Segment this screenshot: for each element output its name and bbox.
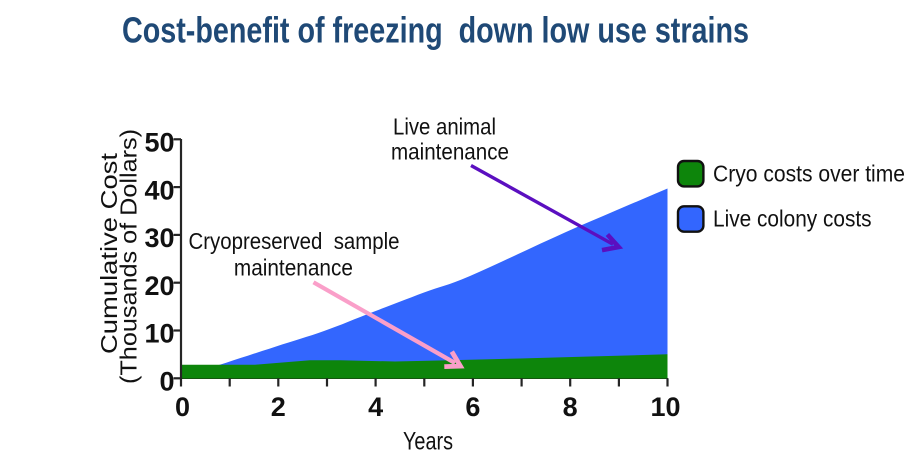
svg-text:6: 6 bbox=[465, 392, 480, 422]
svg-text:maintenance: maintenance bbox=[234, 255, 353, 281]
svg-text:Cryopreserved sample: Cryopreserved sample bbox=[189, 228, 400, 254]
svg-text:10: 10 bbox=[144, 319, 174, 349]
svg-text:30: 30 bbox=[144, 223, 174, 253]
svg-text:Years: Years bbox=[403, 428, 453, 456]
svg-text:Cost-benefit of freezing down: Cost-benefit of freezing down low use st… bbox=[122, 10, 749, 51]
svg-text:20: 20 bbox=[144, 271, 174, 301]
svg-text:Live colony costs: Live colony costs bbox=[713, 206, 872, 232]
svg-text:(Thousands of Dollars): (Thousands of Dollars) bbox=[116, 129, 142, 384]
svg-text:10: 10 bbox=[650, 392, 680, 422]
svg-text:Cumulative Cost: Cumulative Cost bbox=[96, 152, 122, 354]
svg-text:0: 0 bbox=[159, 367, 174, 397]
svg-text:2: 2 bbox=[271, 392, 286, 422]
svg-text:50: 50 bbox=[144, 128, 174, 158]
svg-text:Live animal: Live animal bbox=[393, 114, 496, 140]
svg-text:Cryo costs over time: Cryo costs over time bbox=[713, 161, 905, 187]
svg-text:maintenance: maintenance bbox=[391, 139, 509, 165]
svg-text:4: 4 bbox=[368, 392, 383, 422]
svg-text:0: 0 bbox=[175, 392, 190, 422]
svg-text:8: 8 bbox=[563, 392, 578, 422]
svg-text:40: 40 bbox=[144, 175, 174, 205]
